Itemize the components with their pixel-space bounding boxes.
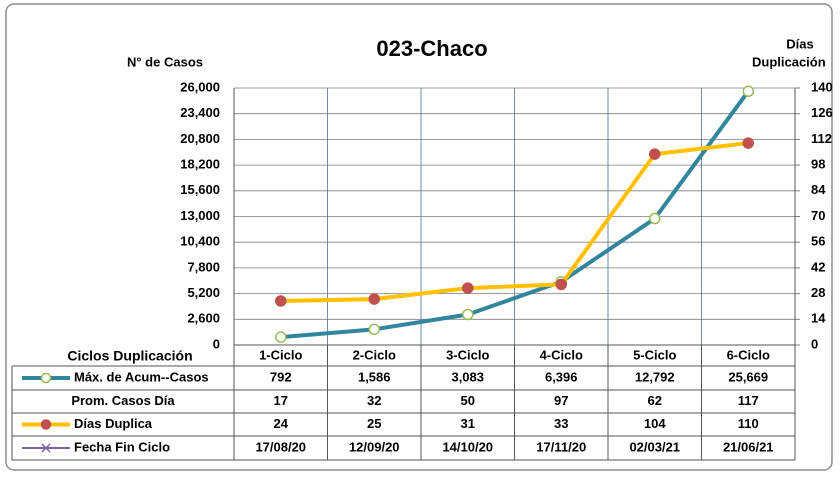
table-cell: 62 bbox=[648, 393, 662, 408]
row-label: Prom. Casos Día bbox=[71, 393, 175, 408]
x-axis-label: Ciclos Duplicación bbox=[67, 348, 192, 364]
point bbox=[368, 293, 380, 305]
x-tick-label: 3-Ciclo bbox=[446, 347, 489, 362]
table-cell: 33 bbox=[554, 416, 568, 431]
point bbox=[275, 331, 287, 343]
series-line bbox=[280, 141, 749, 303]
y2-tick-label: 84 bbox=[811, 182, 826, 197]
y2-tick-label: 28 bbox=[811, 285, 825, 300]
point bbox=[649, 212, 661, 225]
point bbox=[368, 323, 380, 336]
point bbox=[555, 278, 567, 291]
y-tick-label: 18,200 bbox=[180, 157, 220, 172]
legend-marker bbox=[41, 443, 51, 453]
y2-axis-label: Días bbox=[786, 36, 813, 51]
table-cell: 12/09/20 bbox=[349, 439, 400, 454]
table-cell: 97 bbox=[554, 393, 568, 408]
table-cell: 24 bbox=[274, 416, 289, 431]
table-cell: 14/10/20 bbox=[442, 439, 493, 454]
legend-label: Fecha Fin Ciclo bbox=[74, 439, 170, 454]
table-cell: 104 bbox=[644, 416, 666, 431]
legend-marker bbox=[40, 419, 52, 430]
chart-title: 023-Chaco bbox=[376, 36, 487, 61]
table-cell: 17/08/20 bbox=[255, 439, 306, 454]
table-cell: 12,792 bbox=[635, 369, 675, 384]
legend-marker bbox=[40, 372, 52, 384]
point bbox=[275, 295, 287, 307]
y2-tick-label: 14 bbox=[811, 311, 826, 326]
y2-tick-label: 42 bbox=[811, 259, 825, 274]
y-tick-label: 15,600 bbox=[180, 182, 220, 197]
table-cell: 6,396 bbox=[545, 369, 578, 384]
point bbox=[462, 282, 474, 294]
table-cell: 32 bbox=[367, 393, 381, 408]
chart-border bbox=[5, 3, 833, 471]
y-tick-label: 10,400 bbox=[180, 234, 220, 249]
y-tick-label: 13,000 bbox=[180, 208, 220, 223]
y-tick-label: 5,200 bbox=[187, 285, 220, 300]
y-tick-label: 7,800 bbox=[187, 259, 220, 274]
y2-axis-label: Duplicación bbox=[752, 54, 826, 69]
table-cell: 1,586 bbox=[358, 369, 391, 384]
point bbox=[742, 137, 754, 149]
table-cell: 17 bbox=[274, 393, 288, 408]
table-cell: 25,669 bbox=[728, 369, 768, 384]
table-cell: 02/03/21 bbox=[629, 439, 680, 454]
x-tick-label: 2-Ciclo bbox=[353, 347, 396, 362]
y-tick-label: 26,000 bbox=[180, 79, 220, 94]
legend-label: Días Duplica bbox=[74, 416, 153, 431]
table-cell: 21/06/21 bbox=[723, 439, 774, 454]
y-tick-label: 0 bbox=[213, 336, 220, 351]
table-cell: 792 bbox=[270, 369, 292, 384]
table-cell: 110 bbox=[738, 416, 759, 431]
y2-tick-label: 56 bbox=[811, 234, 825, 249]
y-axis-label: N° de Casos bbox=[127, 54, 203, 69]
y-tick-label: 2,600 bbox=[187, 311, 220, 326]
y2-tick-label: 112 bbox=[811, 131, 832, 146]
y-tick-label: 20,800 bbox=[180, 131, 220, 146]
table-cell: 3,083 bbox=[451, 369, 484, 384]
x-tick-label: 6-Ciclo bbox=[727, 347, 770, 362]
series-line bbox=[280, 90, 750, 340]
y2-tick-label: 70 bbox=[811, 208, 825, 223]
point bbox=[742, 85, 754, 98]
table-cell: 17/11/20 bbox=[536, 439, 586, 454]
table-cell: 117 bbox=[738, 393, 759, 408]
point bbox=[462, 308, 474, 321]
table-cell: 50 bbox=[461, 393, 475, 408]
table-cell: 31 bbox=[461, 416, 475, 431]
y-tick-label: 23,400 bbox=[180, 105, 220, 120]
table-cell: 25 bbox=[367, 416, 381, 431]
legend-label: Máx. de Acum--Casos bbox=[74, 369, 209, 384]
x-tick-label: 5-Ciclo bbox=[633, 347, 676, 362]
x-tick-label: 4-Ciclo bbox=[540, 347, 583, 362]
y2-tick-label: 0 bbox=[811, 336, 818, 351]
y2-tick-label: 126 bbox=[811, 105, 833, 120]
x-tick-label: 1-Ciclo bbox=[259, 347, 302, 362]
y2-tick-label: 98 bbox=[811, 157, 825, 172]
point bbox=[649, 148, 661, 160]
y2-tick-label: 140 bbox=[811, 79, 833, 94]
